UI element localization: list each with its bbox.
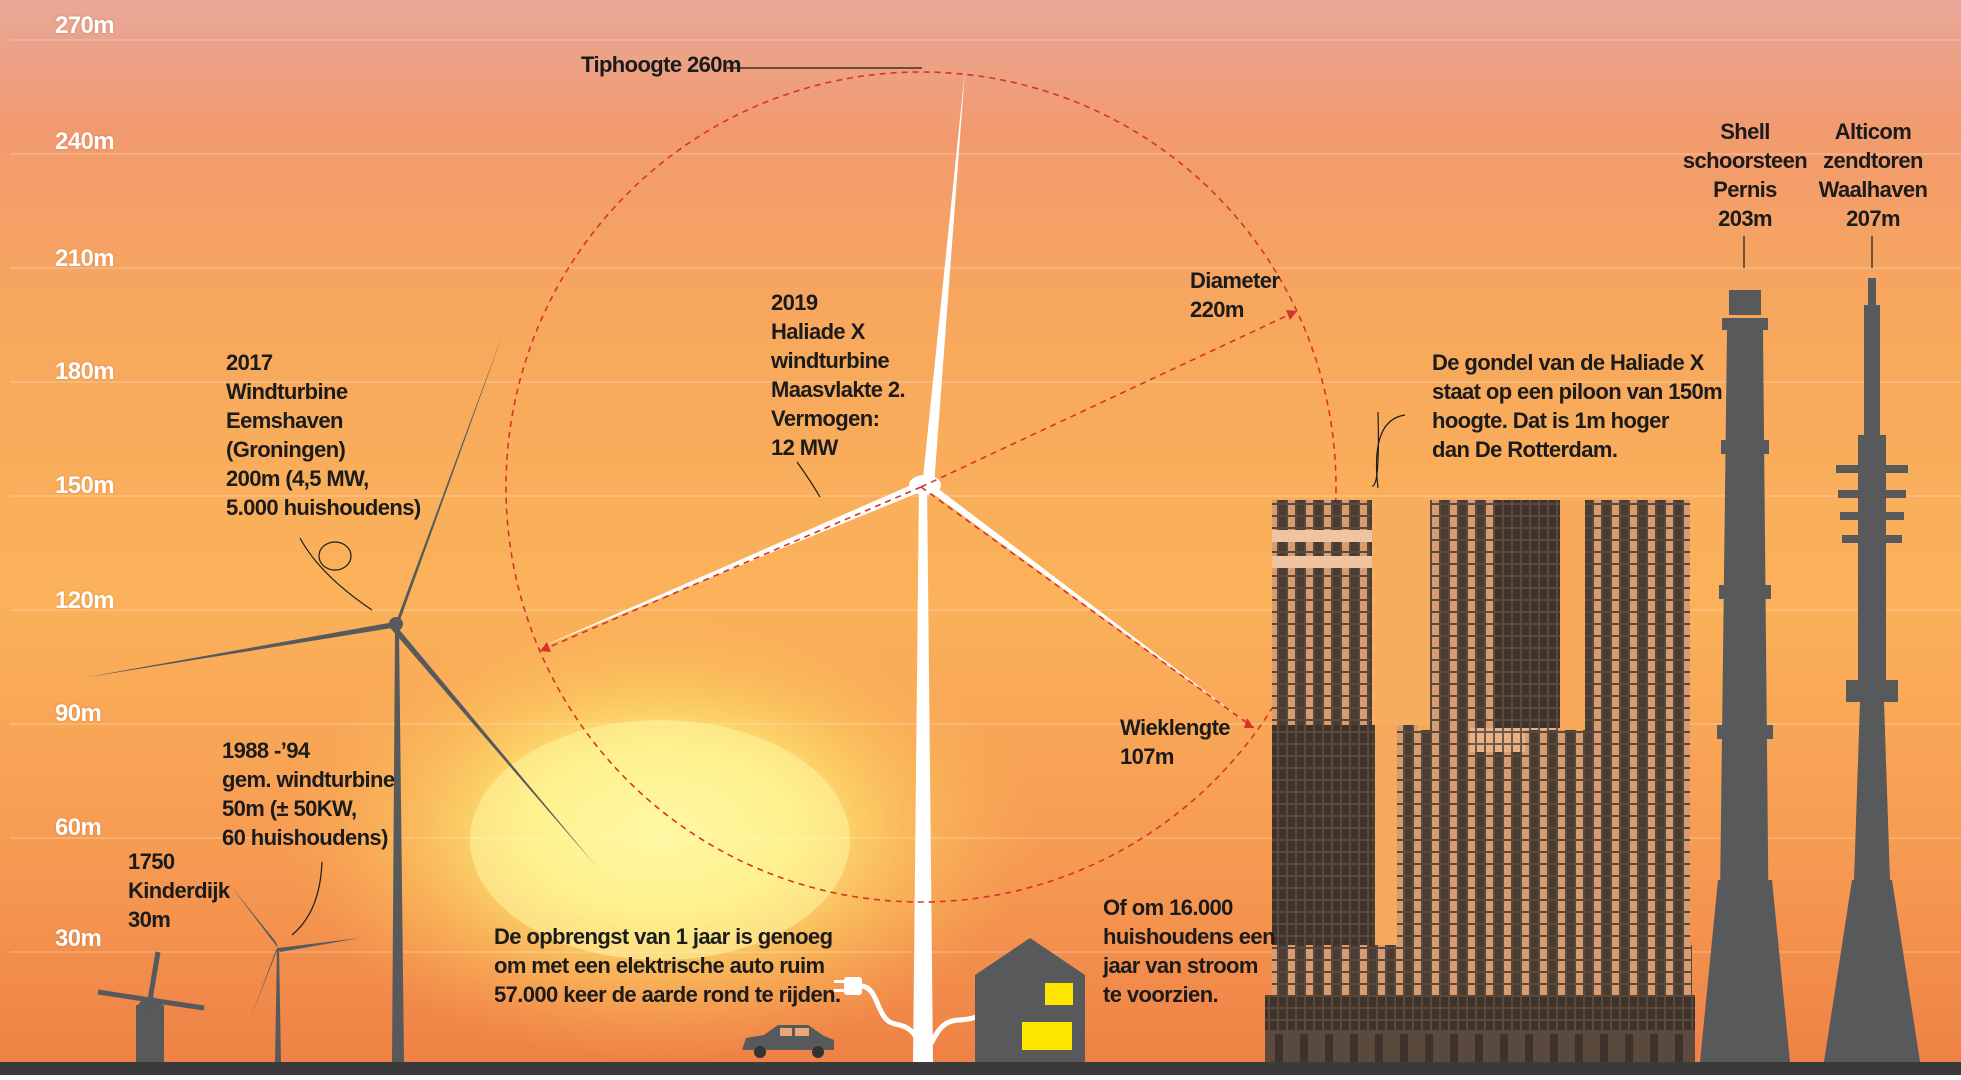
kinderdijk-label: 1750 Kinderdijk 30m [128,849,230,932]
house-icon [975,938,1085,1062]
car-icon [742,1025,834,1058]
alticom-label: Alticom zendtoren Waalhaven 207m [1818,119,1928,231]
haliade-turbine [534,70,1254,1062]
alticom-tower [1824,278,1920,1062]
axis-label-240m: 240m [55,128,115,155]
small-turbine [230,885,360,1062]
sun-core [470,720,850,960]
gondel-label: De gondel van de Haliade X staat op een … [1432,350,1723,462]
windmill-icon [97,951,205,1062]
axis-label-30m: 30m [55,925,102,952]
shell-chimney [1700,290,1790,1062]
blade-length-line [920,486,1255,729]
eemshaven-turbine [82,328,596,1062]
gem-windturbine-label: 1988 -’94 gem. windturbine 50m (± 50KW, … [222,738,395,850]
axis-label-150m: 150m [55,472,115,499]
axis-label-90m: 90m [55,700,102,727]
shell-label: Shell schoorsteen Pernis 203m [1682,119,1808,231]
diameter-label: Diameter 220m [1190,268,1280,322]
eemshaven-label: 2017 Windturbine Eemshaven (Groningen) 2… [226,350,421,520]
diameter-line [920,310,1298,488]
huishoudens-label: Of om 16.000 huishoudens een jaar van st… [1103,895,1276,1007]
tiphoogte-label: Tiphoogte 260m [581,52,741,77]
power-cable [859,983,993,1053]
axis-label-270m: 270m [55,12,115,39]
opbrengst-label: De opbrengst van 1 jaar is genoeg om met… [494,924,841,1007]
ground [0,1062,1961,1075]
axis-label-60m: 60m [55,814,102,841]
axis-label-180m: 180m [55,358,115,385]
rotor-circle [505,71,1337,903]
wieklengte-label: Wieklengte 107m [1120,715,1231,769]
haliade-label: 2019 Haliade X windturbine Maasvlakte 2.… [771,290,906,460]
de-rotterdam-building [1265,500,1695,1062]
axis-label-120m: 120m [55,587,115,614]
axis-label-210m: 210m [55,245,115,272]
